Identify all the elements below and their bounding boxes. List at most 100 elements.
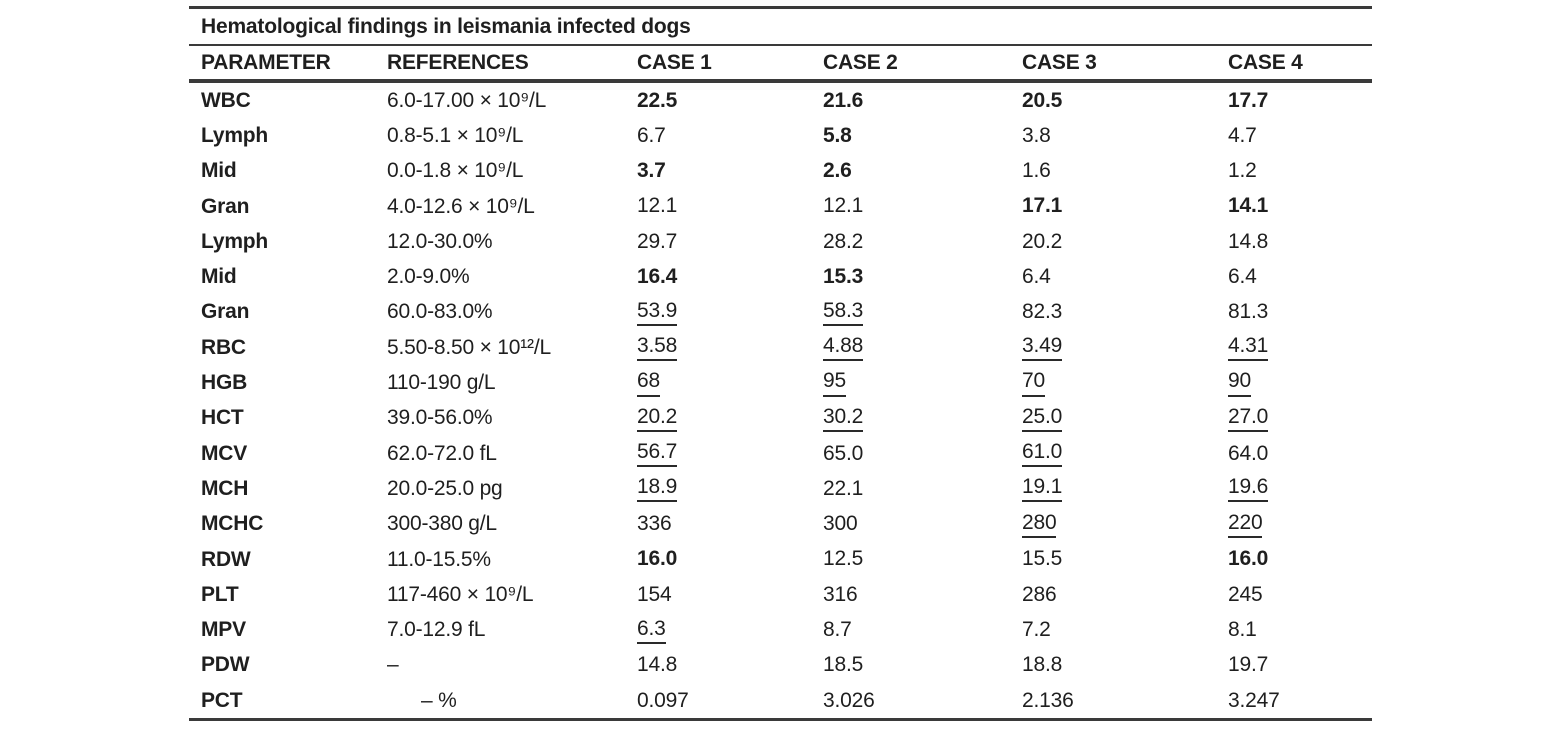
parameter-cell: Lymph <box>201 123 269 147</box>
title-separator-rule <box>189 44 1372 46</box>
column-header-references: REFERENCES <box>387 50 529 74</box>
case-value-text: 15.5 <box>1022 547 1063 571</box>
case-value-text: 286 <box>1022 582 1057 606</box>
reference-range-cell: 5.50-8.50 × 10¹²/L <box>387 335 551 359</box>
table-bottom-rule <box>189 718 1372 722</box>
case-3-value-cell: 17.1 <box>1022 194 1228 218</box>
parameter-cell: Lymph <box>201 229 269 253</box>
parameter-cell: PDW <box>201 653 250 677</box>
case-value-text: 6.4 <box>1022 265 1051 289</box>
case-value-text: 28.2 <box>823 229 864 253</box>
reference-range-cell: 4.0-12.6 × 10⁹/L <box>387 194 535 218</box>
case-1-value-cell: 6.7 <box>637 124 823 148</box>
table-row: HCT 39.0-56.0% 20.2 30.2 25.0 27.0 <box>189 401 1372 436</box>
case-3-value-cell: 19.1 <box>1022 475 1228 503</box>
case-2-value-cell: 58.3 <box>823 299 1022 326</box>
case-value-text: 16.0 <box>637 547 678 571</box>
reference-range-cell: 6.0-17.00 × 10⁹/L <box>387 88 547 112</box>
case-2-value-cell: 316 <box>823 583 1022 607</box>
case-1-value-cell: 20.2 <box>637 405 823 432</box>
case-value-text: 70 <box>1022 369 1045 397</box>
case-value-text: 2.136 <box>1022 688 1074 712</box>
parameter-cell: MCV <box>201 441 248 465</box>
case-value-text: 19.7 <box>1228 653 1269 677</box>
case-value-text: 22.5 <box>637 88 678 112</box>
case-value-text: 4.31 <box>1228 334 1268 362</box>
case-value-text: 6.7 <box>637 123 666 147</box>
case-value-text: 0.097 <box>637 688 689 712</box>
table-row: Mid 0.0-1.8 × 10⁹/L 3.7 2.6 1.6 1.2 <box>189 154 1372 189</box>
case-value-text: 25.0 <box>1022 405 1062 432</box>
case-value-text: 65.0 <box>823 441 864 465</box>
case-value-text: 20.2 <box>637 405 677 432</box>
case-value-text: 3.7 <box>637 159 666 183</box>
case-3-value-cell: 18.8 <box>1022 653 1228 677</box>
case-1-value-cell: 154 <box>637 583 823 607</box>
case-3-value-cell: 3.49 <box>1022 334 1228 362</box>
case-4-value-cell: 220 <box>1228 511 1372 538</box>
reference-range-cell: 110-190 g/L <box>387 371 496 395</box>
table-row: RBC 5.50-8.50 × 10¹²/L 3.58 4.88 3.49 4.31 <box>189 330 1372 365</box>
case-value-text: 58.3 <box>823 299 863 326</box>
case-4-value-cell: 4.31 <box>1228 334 1372 362</box>
column-header-parameter: PARAMETER <box>201 50 331 74</box>
case-1-value-cell: 6.3 <box>637 617 823 644</box>
hematology-table: Hematological findings in leismania infe… <box>189 6 1372 722</box>
case-4-value-cell: 3.247 <box>1228 689 1372 713</box>
case-4-value-cell: 27.0 <box>1228 405 1372 432</box>
case-1-value-cell: 68 <box>637 369 823 397</box>
case-3-value-cell: 15.5 <box>1022 547 1228 571</box>
case-value-text: 90 <box>1228 369 1251 397</box>
table-row: Gran 4.0-12.6 × 10⁹/L 12.1 12.1 17.1 14.1 <box>189 189 1372 224</box>
case-value-text: 336 <box>637 512 672 536</box>
parameter-cell: WBC <box>201 88 251 112</box>
reference-range-cell: 0.0-1.8 × 10⁹/L <box>387 159 524 183</box>
case-value-text: 16.0 <box>1228 547 1269 571</box>
reference-range-cell: 62.0-72.0 fL <box>387 441 497 465</box>
reference-range-cell: 300-380 g/L <box>387 512 497 536</box>
parameter-cell: Mid <box>201 159 237 183</box>
case-3-value-cell: 70 <box>1022 369 1228 397</box>
reference-range-cell: – <box>387 653 399 677</box>
case-3-value-cell: 286 <box>1022 583 1228 607</box>
case-value-text: 1.6 <box>1022 159 1051 183</box>
case-3-value-cell: 61.0 <box>1022 440 1228 468</box>
case-value-text: 53.9 <box>637 299 677 326</box>
reference-range-cell: 7.0-12.9 fL <box>387 618 486 642</box>
case-value-text: 16.4 <box>637 265 678 289</box>
case-value-text: 12.5 <box>823 547 864 571</box>
case-value-text: 2.6 <box>823 159 852 183</box>
case-value-text: 220 <box>1228 511 1263 538</box>
case-value-text: 245 <box>1228 582 1263 606</box>
case-value-text: 6.3 <box>637 617 666 644</box>
parameter-cell: MCHC <box>201 512 264 536</box>
case-value-text: 19.1 <box>1022 475 1062 503</box>
table-title-row: Hematological findings in leismania infe… <box>189 9 1372 44</box>
case-value-text: 300 <box>823 512 858 536</box>
parameter-cell: PCT <box>201 688 243 712</box>
case-value-text: 8.7 <box>823 618 852 642</box>
case-value-text: 14.1 <box>1228 194 1269 218</box>
case-2-value-cell: 5.8 <box>823 124 1022 148</box>
case-value-text: 3.8 <box>1022 123 1051 147</box>
case-value-text: 18.8 <box>1022 653 1063 677</box>
case-value-text: 5.8 <box>823 123 852 147</box>
table-row: MCV 62.0-72.0 fL 56.7 65.0 61.0 64.0 <box>189 436 1372 471</box>
case-value-text: 19.6 <box>1228 475 1268 503</box>
case-3-value-cell: 20.2 <box>1022 230 1228 254</box>
case-1-value-cell: 16.0 <box>637 547 823 571</box>
case-value-text: 280 <box>1022 511 1057 538</box>
column-header-case1: CASE 1 <box>637 50 712 74</box>
case-4-value-cell: 90 <box>1228 369 1372 397</box>
case-value-text: 15.3 <box>823 265 864 289</box>
case-2-value-cell: 30.2 <box>823 405 1022 432</box>
table-row: WBC 6.0-17.00 × 10⁹/L 22.5 21.6 20.5 17.7 <box>189 83 1372 118</box>
parameter-cell: HCT <box>201 406 244 430</box>
table-row: MCH 20.0-25.0 pg 18.9 22.1 19.1 19.6 <box>189 471 1372 506</box>
case-1-value-cell: 14.8 <box>637 653 823 677</box>
reference-range-cell: 2.0-9.0% <box>387 265 470 289</box>
parameter-cell: HGB <box>201 371 248 395</box>
case-1-value-cell: 16.4 <box>637 265 823 289</box>
case-2-value-cell: 65.0 <box>823 442 1022 466</box>
case-3-value-cell: 1.6 <box>1022 159 1228 183</box>
